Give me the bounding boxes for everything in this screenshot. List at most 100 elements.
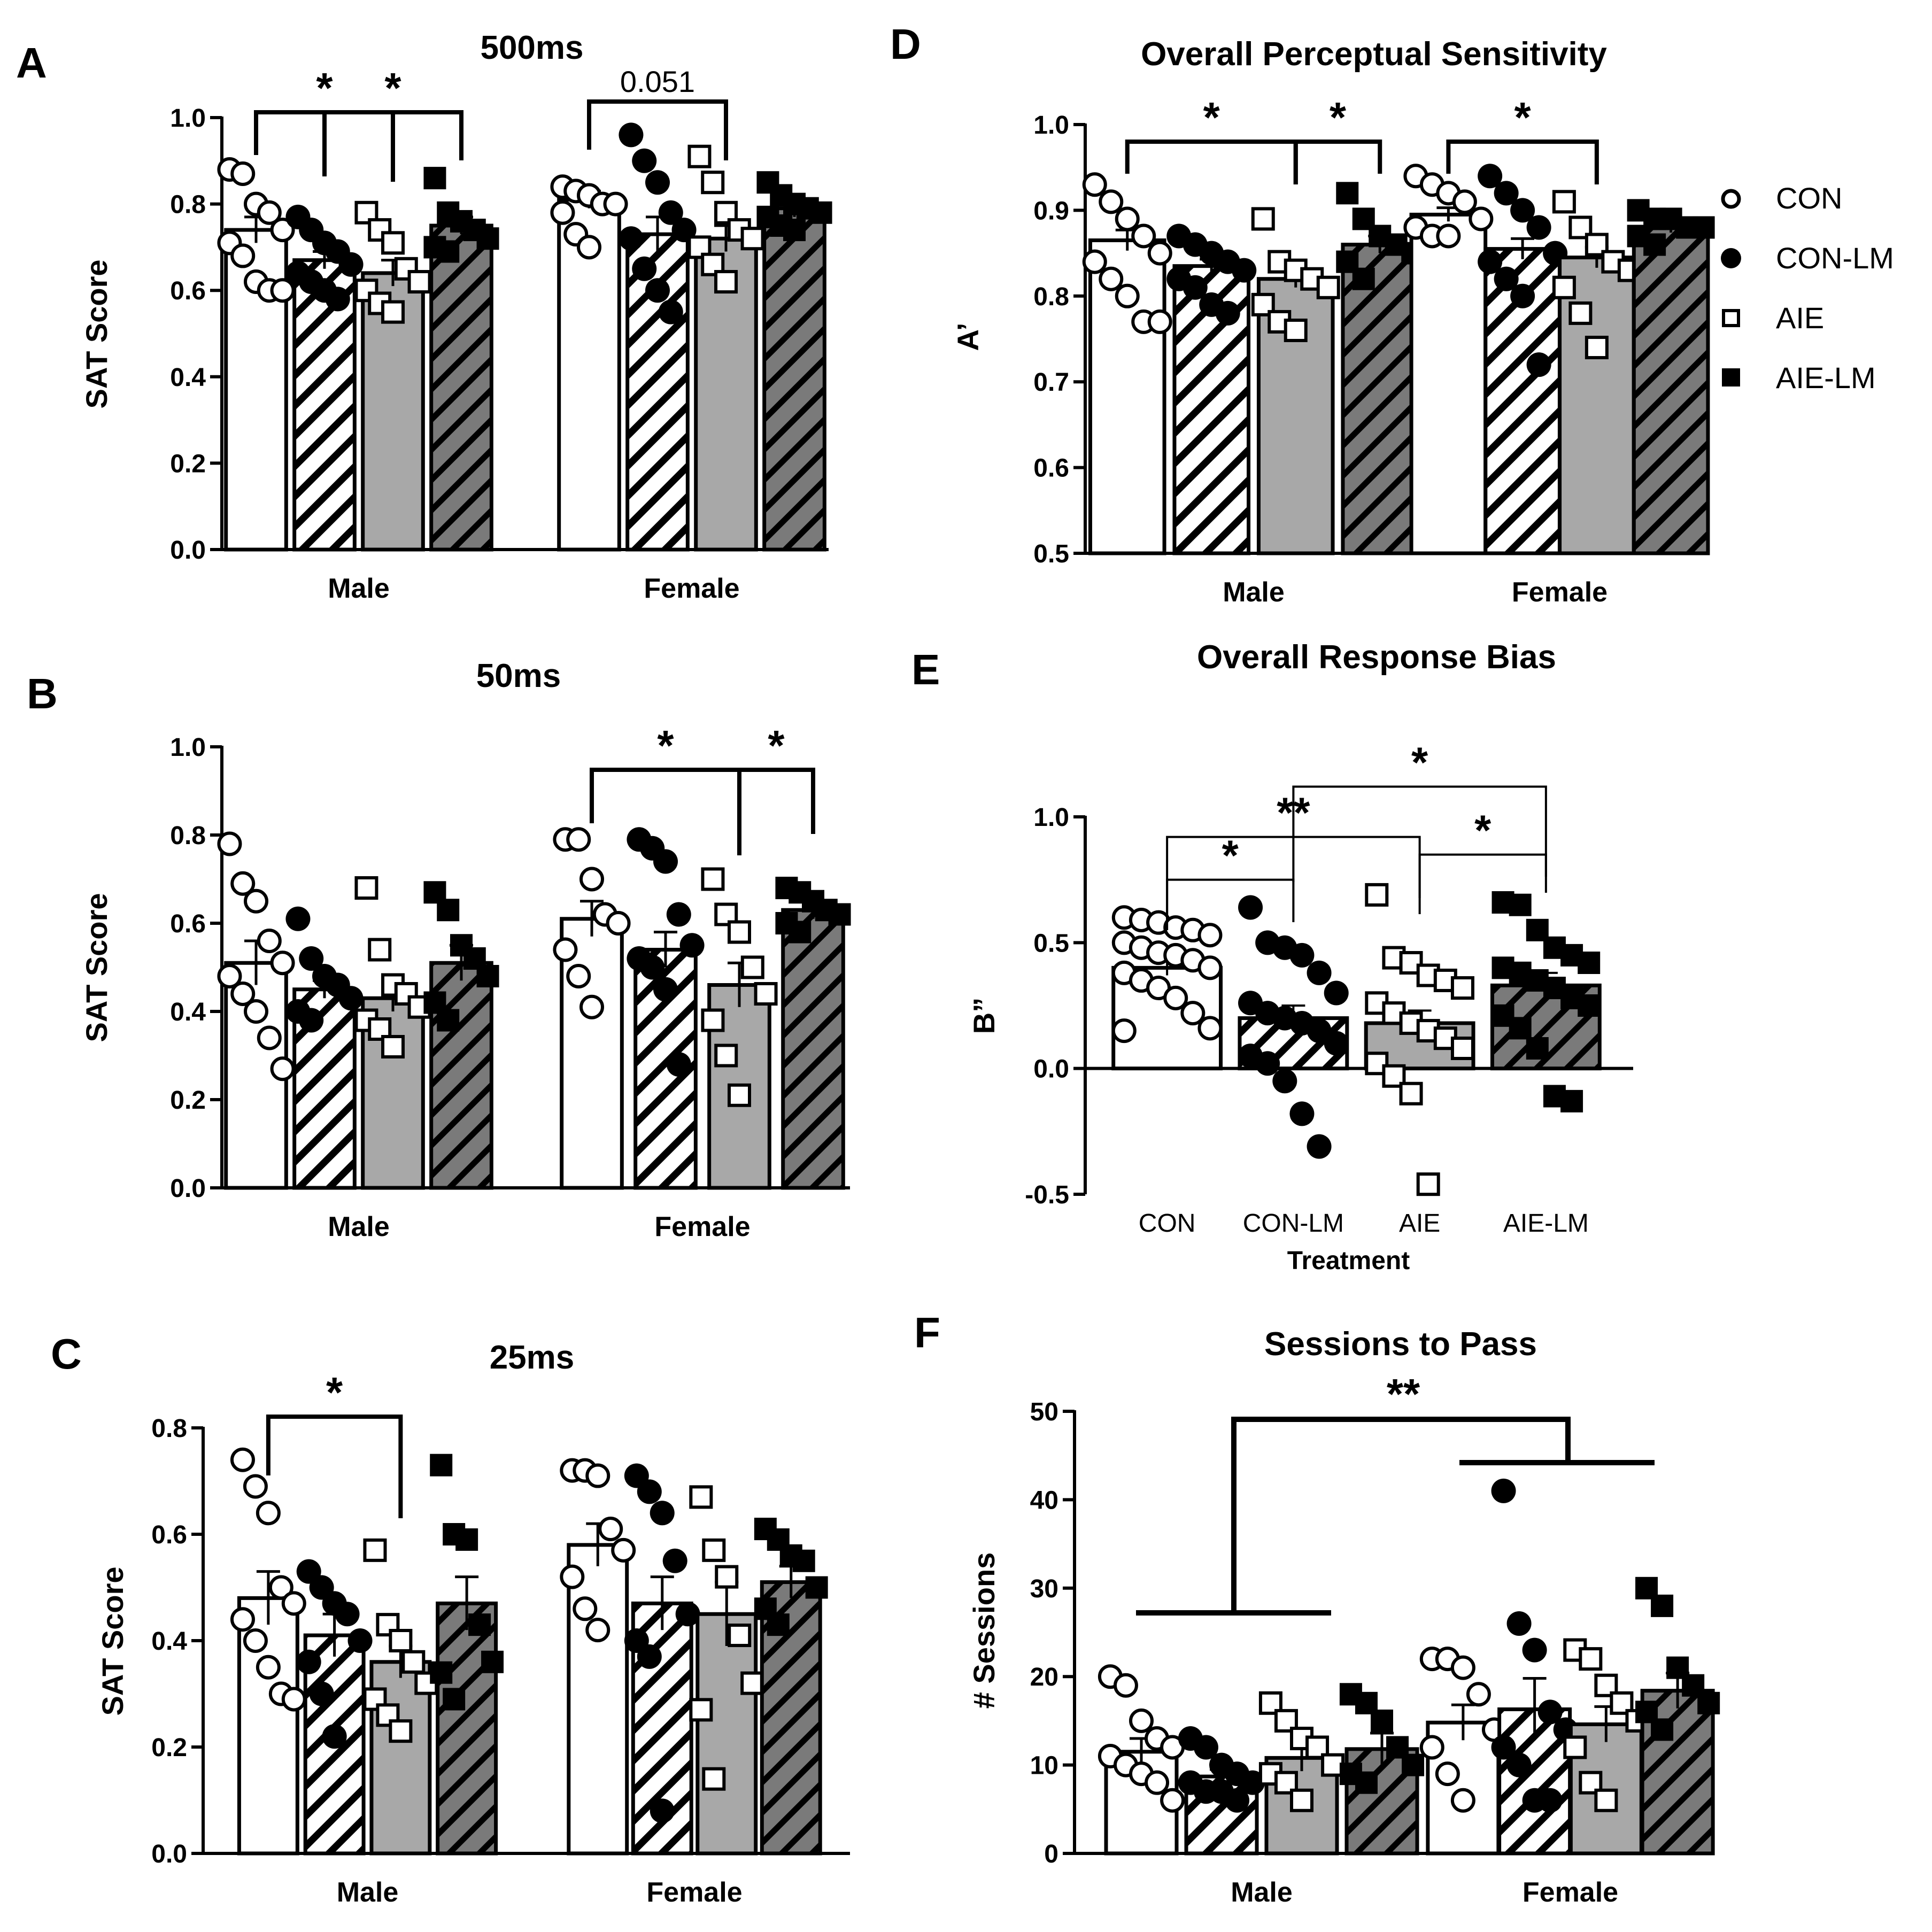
panel-c-chart: C 25ms SAT Score 0.0 0.2 0.4 0.6 0.8 Male Female * (51, 1330, 850, 1908)
data-point (579, 994, 604, 1019)
data-point (430, 1661, 453, 1684)
data-point (1506, 1752, 1532, 1778)
data-point (658, 299, 683, 324)
data-point (244, 999, 268, 1024)
chart-title: Sessions to Pass (1264, 1326, 1537, 1363)
significance-label: * (1514, 94, 1532, 141)
significance-label: * (1411, 739, 1428, 786)
data-point (363, 1538, 387, 1562)
significance-bracket (1293, 140, 1382, 184)
filled-square-icon (1722, 368, 1740, 387)
data-point (270, 218, 295, 243)
y-tick-label: 0.5 (1033, 929, 1069, 957)
panel-letter: E (911, 646, 940, 693)
data-point (1225, 1788, 1250, 1813)
data-point (728, 920, 751, 944)
data-point (476, 965, 499, 987)
data-point (650, 1501, 675, 1526)
data-point (1450, 1037, 1474, 1061)
data-point (257, 1025, 282, 1050)
data-point (1240, 1770, 1265, 1795)
panel-letter: D (890, 20, 921, 68)
data-point (1568, 301, 1593, 325)
data-point (256, 1655, 281, 1680)
data-point (689, 1698, 713, 1722)
data-point (715, 1565, 739, 1589)
y-axis-label: SAT Score (80, 259, 113, 408)
data-point (1526, 1037, 1549, 1060)
y-tick-label: 0.4 (170, 364, 206, 392)
significance-label: * (316, 64, 333, 112)
significance-label: * (1330, 94, 1347, 141)
data-point (468, 1613, 491, 1636)
data-point (299, 946, 324, 971)
panel-letter: A (16, 39, 47, 87)
data-point (585, 1463, 610, 1488)
data-point (338, 986, 364, 1011)
y-axis-label: B” (967, 998, 1001, 1034)
bar-aie (1558, 256, 1636, 555)
y-tick-label: 0.4 (170, 998, 206, 1026)
data-point (1509, 1017, 1532, 1040)
data-point (476, 227, 499, 250)
data-point (653, 977, 678, 1002)
significance-bracket (1231, 1417, 1571, 1613)
data-point (650, 1798, 675, 1823)
data-point (740, 227, 764, 251)
x-category-label: Male (337, 1877, 399, 1908)
data-point (1450, 1655, 1475, 1680)
data-point (1197, 923, 1223, 948)
data-point (714, 1044, 738, 1068)
data-point (1115, 206, 1140, 231)
y-tick-label: 1.0 (170, 104, 206, 133)
data-point (603, 191, 628, 217)
data-point (256, 1501, 281, 1526)
data-point (1324, 980, 1349, 1006)
data-point (1450, 976, 1474, 1000)
chart-title: 50ms (476, 658, 561, 694)
data-point (1197, 1016, 1223, 1041)
legend-label: AIE (1776, 301, 1824, 335)
data-point (1307, 960, 1332, 985)
data-point (573, 1596, 598, 1621)
filled-circle-icon (1721, 248, 1741, 268)
data-point (1316, 275, 1340, 299)
y-tick-label: 0.0 (170, 536, 206, 565)
panel-letter: C (51, 1330, 82, 1378)
data-point (701, 171, 725, 195)
data-point (1307, 1134, 1332, 1159)
data-point (1552, 275, 1576, 299)
data-point (1466, 1682, 1491, 1707)
y-tick-label: 1.0 (1033, 803, 1069, 832)
data-point (1436, 223, 1461, 249)
data-point (244, 888, 268, 914)
data-point (270, 1056, 295, 1081)
data-point (792, 1549, 815, 1572)
y-tick-label: 0 (1044, 1840, 1058, 1868)
significance-label: 0.051 (620, 65, 695, 98)
panel-letter: F (914, 1309, 940, 1356)
data-point (645, 278, 670, 303)
data-point (1129, 1708, 1154, 1733)
data-point (1491, 1478, 1516, 1503)
data-point (1697, 1691, 1720, 1714)
panel-b-chart: B 50ms SAT Score 0.0 0.2 0.4 0.6 0.8 1.0 Male Fema… (27, 658, 851, 1242)
significance-bracket (587, 99, 728, 160)
data-point (1215, 300, 1240, 326)
data-point (268, 1575, 293, 1600)
data-point (481, 1650, 504, 1673)
data-point (1251, 207, 1275, 231)
data-point (381, 300, 405, 324)
data-point (437, 899, 460, 922)
data-point (1643, 233, 1666, 256)
y-tick-label: 0.9 (1033, 197, 1069, 225)
data-point (1563, 1735, 1587, 1759)
data-point (389, 1629, 413, 1652)
data-point (1355, 1771, 1378, 1794)
legend-item-con: CON (1721, 181, 1842, 215)
data-point (270, 950, 295, 976)
data-point (740, 1671, 764, 1695)
data-point (281, 1591, 306, 1616)
data-point (217, 964, 242, 988)
significance-label: * (768, 722, 785, 769)
